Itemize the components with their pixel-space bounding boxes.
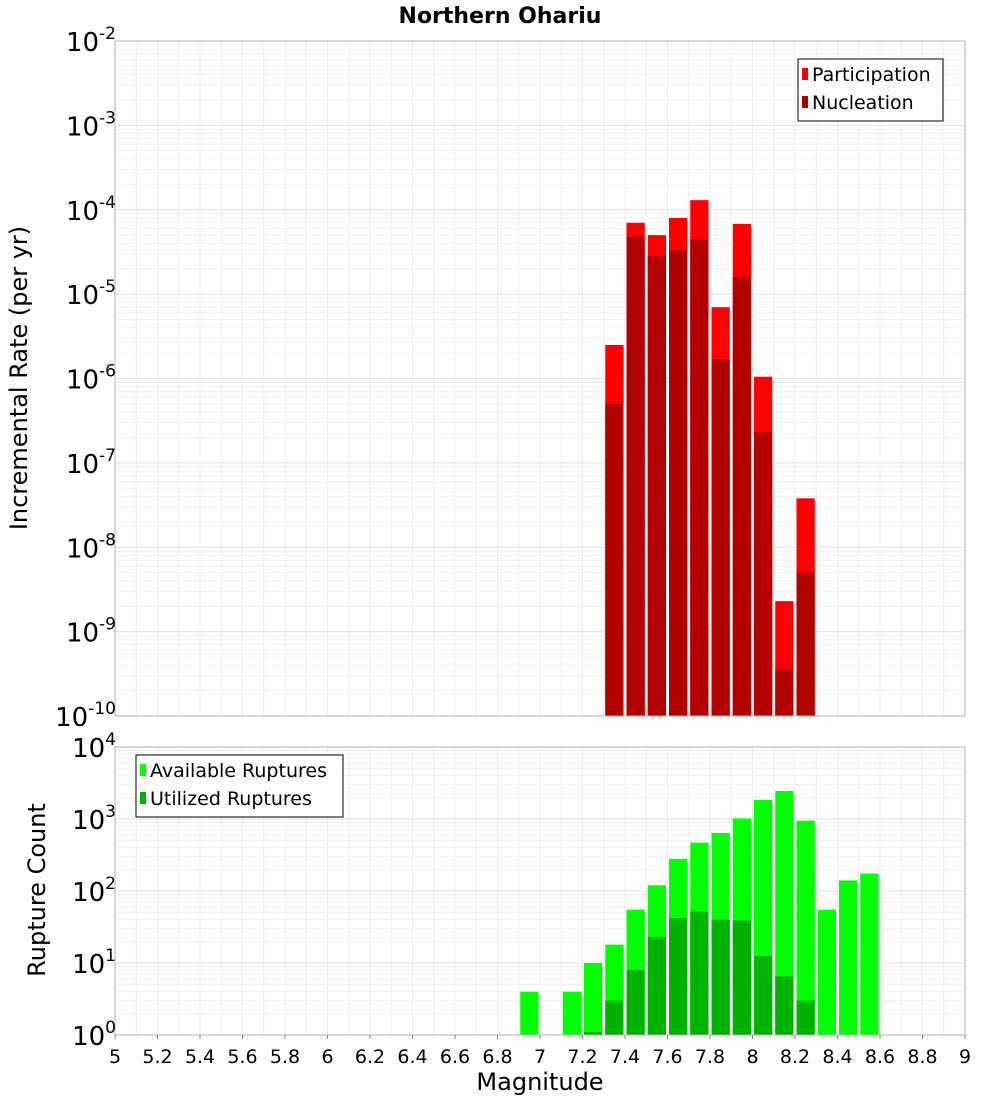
top-bar-nucleation [690,239,709,716]
top-bar-nucleation [626,236,645,716]
bottom-bar-utilized-ruptures [647,936,666,1035]
bottom-x-tick-label: 6.6 [440,1046,470,1068]
bottom-legend: Available Ruptures Utilized Ruptures [135,754,344,818]
top-y-tick-label: 10-2 [66,24,116,58]
bottom-bar-available-ruptures [584,963,603,1035]
bottom-x-tick-label: 5.2 [142,1046,172,1068]
bottom-bar-available-ruptures [520,991,539,1035]
top-legend-swatch [802,68,808,80]
top-bar-nucleation [775,670,794,716]
bottom-x-tick-label: 8.6 [865,1046,895,1068]
top-y-tick-label: 10-4 [66,193,116,227]
top-plot-frame [114,40,966,717]
bottom-bar-available-ruptures [817,909,836,1035]
top-bar-nucleation [669,250,688,717]
top-bar-nucleation [732,276,751,716]
top-y-axis-label: Incremental Rate (per yr) [5,226,33,530]
top-legend-box [797,58,944,122]
bottom-bar-available-ruptures [860,873,879,1035]
bottom-x-tick-label: 7 [534,1046,546,1068]
top-bar-nucleation [605,403,624,716]
top-panel: 10-2 10-3 10-4 10-5 10-6 10-7 10-8 10-9 10-10 Par… [55,24,966,733]
bottom-x-tick-label: 6.8 [482,1046,512,1068]
top-y-tick-label: 10-10 [55,699,116,733]
bottom-x-tick-label: 5.4 [185,1046,215,1068]
bottom-bar-utilized-ruptures [732,920,751,1035]
top-y-tick-label: 10-7 [66,446,116,480]
top-legend-label: Nucleation [812,92,914,114]
bottom-bar-available-ruptures [775,790,794,1035]
bottom-legend-label: Available Ruptures [150,760,327,782]
bottom-bars [520,790,879,1035]
top-bar-nucleation [711,359,730,716]
top-y-tick-label: 10-6 [66,362,116,396]
bottom-legend-swatch [140,764,146,776]
bottom-y-tick-label: 102 [72,874,116,908]
bottom-bar-utilized-ruptures [775,976,794,1035]
bottom-bar-utilized-ruptures [584,1032,603,1035]
bottom-x-tick-label: 7.6 [652,1046,682,1068]
bottom-y-tick-label: 103 [72,802,116,836]
chart-title: Northern Ohariu [399,4,602,29]
x-axis-label: Magnitude [476,1068,603,1096]
bottom-legend-box [135,754,344,818]
top-bar-nucleation [647,256,666,716]
bottom-bar-utilized-ruptures [754,956,773,1035]
bottom-bar-available-ruptures [839,880,858,1035]
top-legend: Participation Nucleation [797,58,944,122]
top-y-tick-label: 10-5 [66,277,116,311]
bottom-bar-utilized-ruptures [796,1000,815,1035]
bottom-y-tick-label: 104 [72,730,116,764]
bottom-x-tick-label: 6 [321,1046,333,1068]
top-legend-label: Participation [812,64,931,86]
bottom-bar-utilized-ruptures [626,969,645,1035]
bottom-x-tick-label: 8.4 [822,1046,852,1068]
bottom-x-tick-label: 5.6 [227,1046,257,1068]
bottom-x-tick-label: 8.2 [780,1046,810,1068]
top-grid [114,41,966,717]
bottom-y-tick-label: 101 [72,946,116,980]
top-bar-nucleation [754,432,773,716]
bottom-bar-utilized-ruptures [690,911,709,1035]
bottom-x-tick-label: 7.4 [610,1046,640,1068]
top-y-tick-label: 10-3 [66,108,116,142]
bottom-y-axis-label: Rupture Count [23,803,51,977]
top-y-tick-label: 10-8 [66,530,116,564]
bottom-x-tick-label: 5 [109,1046,121,1068]
bottom-bar-utilized-ruptures [711,919,730,1035]
bottom-x-tick-label: 6.4 [397,1046,427,1068]
bottom-x-tick-label: 6.2 [355,1046,385,1068]
bottom-x-tick-label: 7.8 [695,1046,725,1068]
top-legend-swatch [802,96,808,108]
bottom-x-tick-label: 5.8 [270,1046,300,1068]
bottom-x-tick-label: 7.2 [567,1046,597,1068]
bottom-legend-label: Utilized Ruptures [150,788,312,810]
bottom-x-tick-label: 8.8 [907,1046,937,1068]
bottom-x-tick-label: 9 [959,1046,971,1068]
bottom-bar-utilized-ruptures [669,918,688,1035]
top-bar-nucleation [796,572,815,716]
bottom-bar-utilized-ruptures [605,1000,624,1035]
top-y-tick-label: 10-9 [66,615,116,649]
top-bars [605,200,815,717]
bottom-bar-available-ruptures [796,820,815,1035]
bottom-x-tick-label: 8 [746,1046,758,1068]
bottom-y-tick-label: 100 [72,1018,116,1052]
bottom-bar-available-ruptures [562,991,581,1035]
bottom-legend-swatch [140,792,146,804]
